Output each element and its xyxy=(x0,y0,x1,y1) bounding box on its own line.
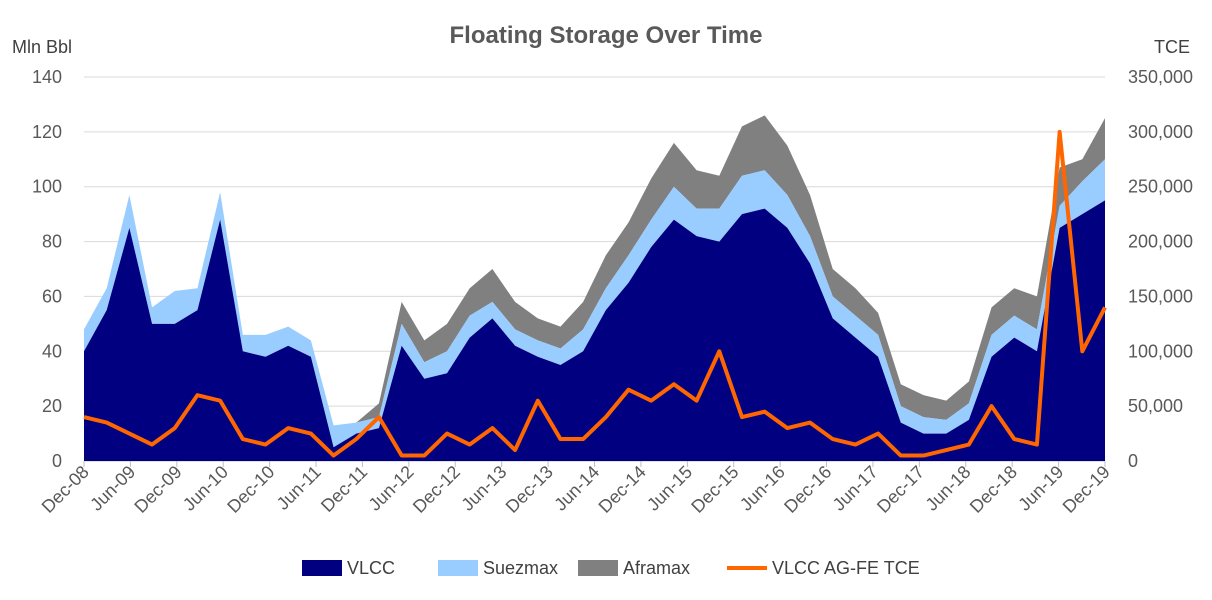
right-tick-label: 100,000 xyxy=(1128,341,1193,361)
x-tick-label: Jun-14 xyxy=(550,462,603,515)
x-tick-label: Dec-17 xyxy=(873,462,928,517)
right-tick-label: 200,000 xyxy=(1128,232,1193,252)
x-tick-label: Dec-19 xyxy=(1059,462,1114,517)
chart-title: Floating Storage Over Time xyxy=(450,22,763,49)
x-tick-label: Jun-19 xyxy=(1014,462,1067,515)
right-tick-label: 150,000 xyxy=(1128,286,1193,306)
left-tick-label: 120 xyxy=(32,122,62,142)
x-tick-label: Dec-16 xyxy=(780,462,835,517)
x-axis-ticks: Dec-08Jun-09Dec-09Jun-10Dec-10Jun-11Dec-… xyxy=(38,461,1114,517)
x-tick-label: Jun-15 xyxy=(643,462,696,515)
legend-swatch-vlcc xyxy=(302,560,342,576)
x-tick-label: Dec-08 xyxy=(38,462,93,517)
x-tick-label: Jun-10 xyxy=(179,462,232,515)
left-axis-ticks: 0 20 40 60 80 100 120 140 xyxy=(32,67,62,471)
left-tick-label: 40 xyxy=(42,341,62,361)
x-tick-label: Jun-16 xyxy=(736,462,789,515)
right-tick-label: 300,000 xyxy=(1128,122,1193,142)
left-tick-label: 80 xyxy=(42,232,62,252)
left-axis-label: Mln Bbl xyxy=(12,37,72,57)
x-tick-label: Dec-18 xyxy=(966,462,1021,517)
x-tick-label: Dec-15 xyxy=(687,462,742,517)
legend-swatch-suezmax xyxy=(438,560,478,576)
x-tick-label: Dec-13 xyxy=(502,462,557,517)
x-tick-label: Dec-09 xyxy=(130,462,185,517)
x-tick-label: Jun-18 xyxy=(922,462,975,515)
right-tick-label: 0 xyxy=(1128,451,1138,471)
right-axis-label: TCE xyxy=(1154,37,1190,57)
right-tick-label: 250,000 xyxy=(1128,177,1193,197)
left-tick-label: 60 xyxy=(42,286,62,306)
x-tick-label: Dec-12 xyxy=(409,462,464,517)
x-tick-label: Dec-14 xyxy=(595,462,650,517)
x-tick-label: Jun-13 xyxy=(457,462,510,515)
legend-label-aframax: Aframax xyxy=(623,558,690,578)
legend-label-vlcc-ag-fe-tce: VLCC AG-FE TCE xyxy=(772,558,920,578)
x-tick-label: Jun-11 xyxy=(273,462,325,514)
legend-label-suezmax: Suezmax xyxy=(483,558,558,578)
right-tick-label: 50,000 xyxy=(1128,396,1183,416)
left-tick-label: 0 xyxy=(52,451,62,471)
series-line-vlcc-ag-fe-tce xyxy=(83,129,1107,458)
stacked-areas xyxy=(84,115,1105,461)
right-axis-ticks: 0 50,000 100,000 150,000 200,000 250,000 300,0… xyxy=(1128,67,1193,471)
left-tick-label: 140 xyxy=(32,67,62,87)
legend-swatch-aframax xyxy=(578,560,618,576)
legend: VLCC Suezmax Aframax VLCC AG-FE TCE xyxy=(302,558,920,578)
series-area-vlcc xyxy=(84,200,1105,461)
left-tick-label: 100 xyxy=(32,177,62,197)
right-tick-label: 350,000 xyxy=(1128,67,1193,87)
left-tick-label: 20 xyxy=(42,396,62,416)
legend-label-vlcc: VLCC xyxy=(347,558,395,578)
x-tick-label: Dec-10 xyxy=(223,462,278,517)
x-tick-label: Jun-17 xyxy=(829,462,882,515)
tce-line-group xyxy=(83,129,1107,458)
x-tick-label: Jun-12 xyxy=(365,462,418,515)
x-tick-label: Dec-11 xyxy=(317,462,371,516)
x-tick-label: Jun-09 xyxy=(86,462,139,515)
